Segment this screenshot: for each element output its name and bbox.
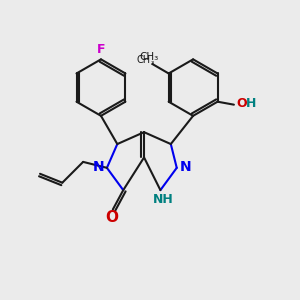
Text: ₃: ₃ — [150, 58, 154, 67]
Text: N: N — [93, 160, 104, 174]
Text: N: N — [179, 160, 191, 174]
Text: F: F — [97, 43, 105, 56]
Text: O: O — [105, 210, 118, 225]
Text: CH₃: CH₃ — [139, 52, 158, 62]
Text: H: H — [246, 97, 256, 110]
Text: CH: CH — [137, 56, 151, 65]
Text: O: O — [236, 97, 247, 110]
Text: NH: NH — [153, 193, 174, 206]
